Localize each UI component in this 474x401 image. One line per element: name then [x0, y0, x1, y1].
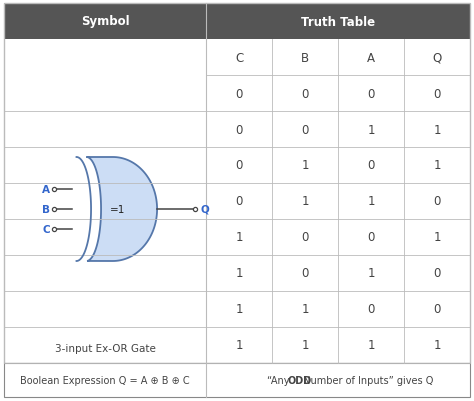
Bar — [4, 4, 470, 40]
Text: 0: 0 — [236, 123, 243, 136]
Text: 0: 0 — [301, 267, 309, 280]
Text: Truth Table: Truth Table — [301, 16, 375, 28]
Text: 1: 1 — [367, 339, 375, 352]
Text: 0: 0 — [367, 231, 375, 244]
Text: 1: 1 — [236, 267, 243, 280]
Text: 0: 0 — [236, 195, 243, 208]
Text: =1: =1 — [109, 205, 125, 215]
Text: C: C — [235, 51, 243, 64]
Text: 1: 1 — [301, 159, 309, 172]
Text: 1: 1 — [301, 303, 309, 316]
Text: 1: 1 — [301, 339, 309, 352]
Text: 0: 0 — [433, 195, 441, 208]
Text: 0: 0 — [367, 303, 375, 316]
Text: A: A — [367, 51, 375, 64]
Text: 0: 0 — [301, 87, 309, 100]
Text: 1: 1 — [367, 267, 375, 280]
Text: 1: 1 — [236, 231, 243, 244]
Text: 1: 1 — [236, 303, 243, 316]
Text: 0: 0 — [433, 303, 441, 316]
Text: Number of Inputs” gives Q: Number of Inputs” gives Q — [301, 375, 434, 385]
Text: “Any: “Any — [267, 375, 292, 385]
Text: C: C — [42, 224, 50, 234]
Bar — [4, 4, 470, 363]
Text: Symbol: Symbol — [81, 16, 129, 28]
Text: 3-input Ex-OR Gate: 3-input Ex-OR Gate — [55, 343, 155, 353]
Text: “Any ODD Number of Inputs” gives Q: “Any ODD Number of Inputs” gives Q — [247, 375, 429, 385]
PathPatch shape — [86, 158, 157, 261]
Text: ODD: ODD — [288, 375, 312, 385]
Text: 0: 0 — [236, 159, 243, 172]
Text: 1: 1 — [433, 159, 441, 172]
Text: 0: 0 — [236, 87, 243, 100]
Text: 1: 1 — [433, 231, 441, 244]
Text: Q: Q — [432, 51, 442, 64]
Text: 0: 0 — [433, 87, 441, 100]
Text: 1: 1 — [367, 123, 375, 136]
Text: 1: 1 — [433, 123, 441, 136]
Bar — [4, 363, 470, 397]
Text: A: A — [42, 185, 50, 195]
Text: B: B — [42, 205, 50, 215]
Text: Boolean Expression Q = A ⊕ B ⊕ C: Boolean Expression Q = A ⊕ B ⊕ C — [20, 375, 190, 385]
Text: Q: Q — [200, 205, 209, 215]
Text: B: B — [301, 51, 309, 64]
Text: 0: 0 — [301, 231, 309, 244]
Text: 1: 1 — [301, 195, 309, 208]
Text: 0: 0 — [301, 123, 309, 136]
Text: 1: 1 — [367, 195, 375, 208]
Text: 0: 0 — [367, 87, 375, 100]
Text: 1: 1 — [433, 339, 441, 352]
Text: 0: 0 — [433, 267, 441, 280]
Text: 1: 1 — [236, 339, 243, 352]
Text: 0: 0 — [367, 159, 375, 172]
